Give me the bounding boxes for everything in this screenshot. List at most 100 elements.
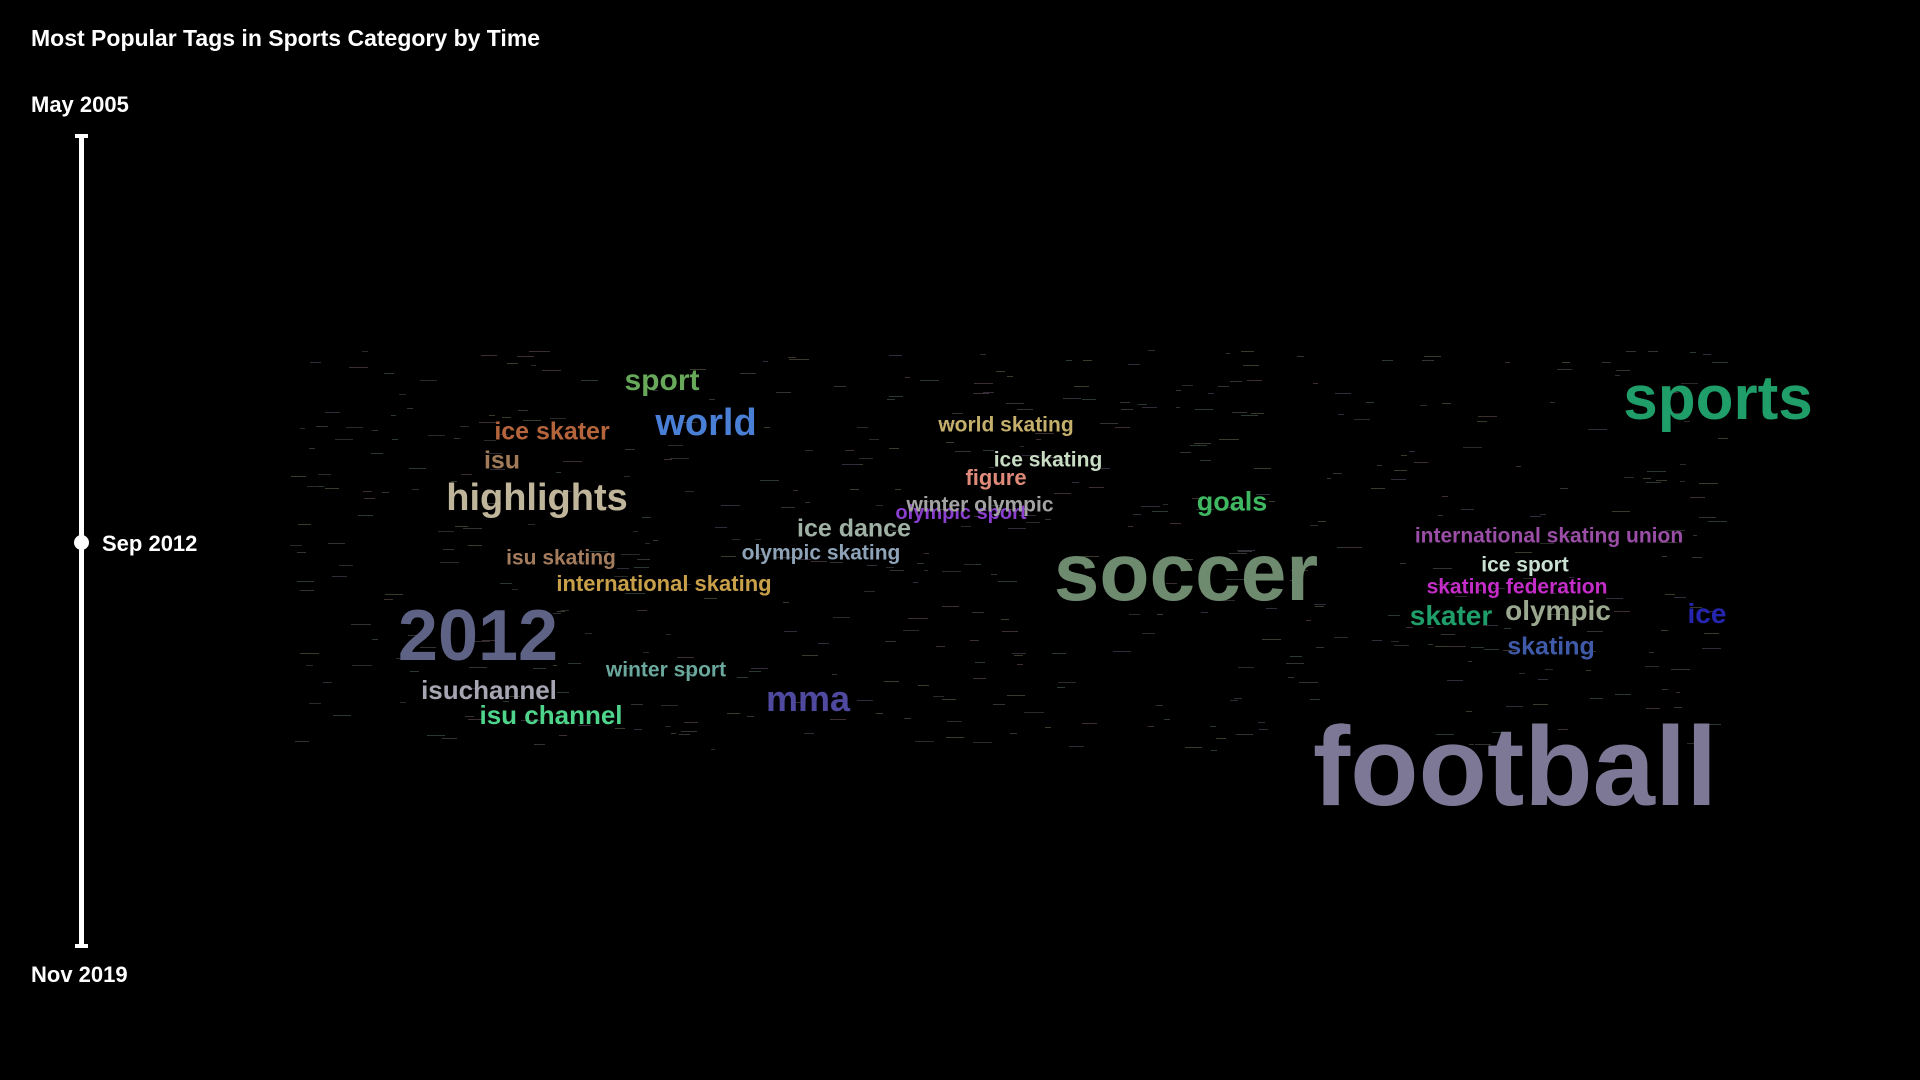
tag-winter-olympic[interactable]: winter olympic <box>906 493 1054 517</box>
background-tag-mark <box>680 672 698 674</box>
background-tag-mark <box>484 439 496 441</box>
background-tag-mark <box>1692 534 1698 536</box>
tag-isu-channel[interactable]: isu channel <box>479 700 623 730</box>
tag-international-skating[interactable]: international skating <box>556 571 772 596</box>
tag-football[interactable]: football <box>1312 704 1718 829</box>
background-tag-mark <box>1157 614 1163 616</box>
tag-ice-sport[interactable]: ice sport <box>1481 553 1569 577</box>
timeline-start-label: May 2005 <box>31 92 129 117</box>
tag-soccer[interactable]: soccer <box>1053 527 1319 618</box>
background-tag-mark <box>708 399 715 401</box>
tag-isuchannel[interactable]: isuchannel <box>421 675 557 705</box>
background-tag-mark <box>804 501 810 503</box>
background-tag-mark <box>552 490 572 492</box>
background-tag-mark <box>490 468 505 470</box>
background-tag-mark <box>1235 734 1253 736</box>
tag-skating[interactable]: skating <box>1507 632 1595 661</box>
tag-skating-federation[interactable]: skating federation <box>1426 575 1608 599</box>
background-tag-mark <box>1237 666 1255 668</box>
background-tag-mark <box>888 447 900 449</box>
background-tag-mark <box>1422 359 1434 361</box>
background-tag-mark <box>720 556 737 558</box>
background-tag-mark <box>679 422 698 424</box>
background-tag-mark <box>1001 619 1010 621</box>
background-tag-mark <box>975 564 982 566</box>
tag-sports[interactable]: sports <box>1623 364 1813 433</box>
timeline-slider-handle[interactable] <box>74 535 89 550</box>
tag-ice[interactable]: ice <box>1687 598 1727 629</box>
tag-figure[interactable]: figure <box>965 465 1027 490</box>
background-tag-mark <box>1313 603 1327 605</box>
background-tag-mark <box>916 562 924 564</box>
background-tag-mark <box>876 504 884 506</box>
tag-skater[interactable]: skater <box>1409 600 1493 631</box>
tag-2012[interactable]: 2012 <box>397 596 559 676</box>
background-tag-mark <box>1306 619 1311 621</box>
background-tag-mark <box>459 425 469 427</box>
background-tag-mark <box>751 668 768 669</box>
tag-isu-skating[interactable]: isu skating <box>506 546 616 570</box>
tag-sport[interactable]: sport <box>624 364 700 397</box>
tag-world[interactable]: world <box>655 402 757 444</box>
background-tag-mark <box>1138 403 1147 405</box>
background-tag-mark <box>300 427 305 429</box>
tag-winter-sport[interactable]: winter sport <box>605 658 727 682</box>
tag-ice-skating[interactable]: ice skating <box>993 448 1103 472</box>
timeline-bottom-cap <box>75 944 88 948</box>
background-tag-mark <box>614 588 621 590</box>
tag-world-skating[interactable]: world skating <box>938 413 1074 437</box>
background-tag-mark <box>1297 564 1303 566</box>
background-tag-mark <box>748 671 761 673</box>
background-tag-mark <box>1646 481 1662 483</box>
background-tag-mark <box>309 448 316 450</box>
background-tag-mark <box>437 531 454 533</box>
background-tag-mark <box>1390 641 1399 643</box>
background-tag-mark <box>1645 666 1659 668</box>
background-tag-mark <box>1704 632 1720 634</box>
background-tag-mark <box>634 567 649 569</box>
background-tag-mark <box>1257 721 1265 723</box>
background-tag-mark <box>1008 527 1027 529</box>
background-tag-mark <box>811 560 827 562</box>
background-tag-mark <box>1184 746 1203 748</box>
tag-isu[interactable]: isu <box>483 446 521 475</box>
tag-mma[interactable]: mma <box>765 678 851 719</box>
background-tag-mark <box>1645 707 1660 709</box>
tag-olympic-skating[interactable]: olympic skating <box>741 541 901 565</box>
tag-goals[interactable]: goals <box>1196 486 1268 517</box>
background-tag-mark <box>1586 670 1592 672</box>
background-tag-mark <box>998 581 1018 583</box>
background-tag-mark <box>332 575 348 577</box>
background-tag-mark <box>522 420 541 422</box>
background-tag-mark <box>1262 638 1281 640</box>
background-tag-mark <box>290 475 307 477</box>
background-tag-mark <box>833 386 846 388</box>
background-tag-mark <box>942 698 956 700</box>
background-tag-mark <box>1219 439 1240 441</box>
background-tag-mark <box>676 656 695 658</box>
background-tag-mark <box>1194 408 1214 410</box>
tag-highlights[interactable]: highlights <box>446 477 628 519</box>
background-tag-mark <box>412 488 419 490</box>
tag-olympic[interactable]: olympic <box>1505 595 1611 626</box>
background-tag-mark <box>939 423 957 425</box>
background-tag-mark <box>1241 415 1259 416</box>
background-tag-mark <box>625 448 636 450</box>
background-tag-mark <box>465 715 474 717</box>
tag-ice-skater[interactable]: ice skater <box>494 417 610 446</box>
background-tag-mark <box>1225 353 1231 355</box>
background-tag-mark <box>1671 669 1691 671</box>
background-tag-mark <box>1647 471 1666 473</box>
background-tag-mark <box>325 487 339 489</box>
background-tag-mark <box>830 718 847 720</box>
background-tag-mark <box>884 640 896 642</box>
background-tag-mark <box>1648 652 1655 654</box>
tag-ice-dance[interactable]: ice dance <box>797 514 911 543</box>
background-tag-mark <box>935 645 945 647</box>
tag-international-skating-union[interactable]: international skating union <box>1414 524 1684 548</box>
timeline-end-label: Nov 2019 <box>31 962 128 987</box>
tag-olympic-sport[interactable]: olympic sport <box>895 502 1027 524</box>
background-tag-mark <box>781 507 795 509</box>
background-tag-mark <box>982 391 995 393</box>
background-tag-mark <box>758 554 765 556</box>
